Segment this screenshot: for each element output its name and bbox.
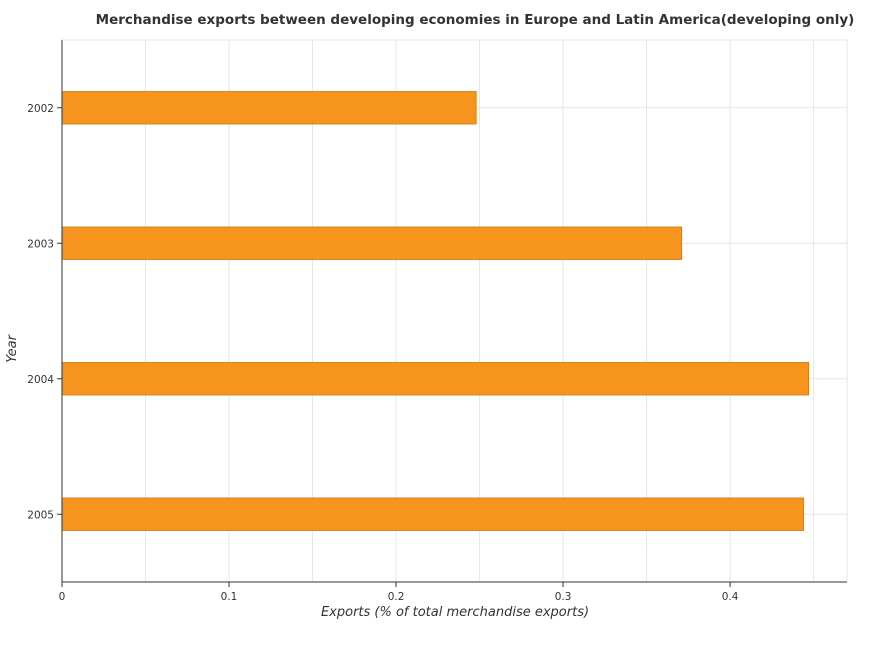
grid xyxy=(61,39,848,583)
plot-area xyxy=(61,39,848,583)
bar-2002 xyxy=(61,91,477,125)
bars xyxy=(61,91,809,531)
axes xyxy=(57,40,847,587)
y-axis-title: Year xyxy=(5,333,20,362)
y-tick-label: 2003 xyxy=(27,238,54,250)
x-tick-label: 0.3 xyxy=(555,591,572,603)
bar-2004 xyxy=(61,362,809,396)
x-tick-label: 0.2 xyxy=(388,591,405,603)
y-tick-label: 2002 xyxy=(27,103,54,115)
tick-labels: 0 0.1 0.2 0.3 0.4 2002 2003 2004 2005 xyxy=(27,103,738,603)
bar-2005 xyxy=(61,497,804,531)
y-tick-label: 2005 xyxy=(27,509,54,521)
x-axis-title: Exports (% of total merchandise exports) xyxy=(321,605,589,620)
x-tick-label: 0.4 xyxy=(722,591,739,603)
bar-2003 xyxy=(61,226,683,260)
y-tick-label: 2004 xyxy=(27,374,54,386)
chart-title: Merchandise exports between developing e… xyxy=(96,12,855,28)
x-tick-label: 0.1 xyxy=(221,591,238,603)
x-tick-label: 0 xyxy=(59,591,66,603)
